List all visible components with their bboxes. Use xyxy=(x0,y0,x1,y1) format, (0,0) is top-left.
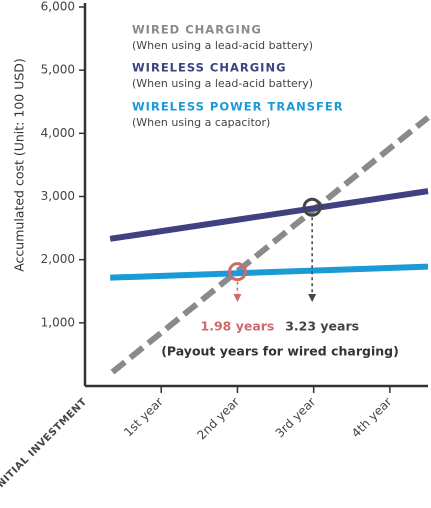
x-tick-label: 2nd year xyxy=(194,395,242,443)
x-tick-label: 4th year xyxy=(349,395,395,441)
y-tick-label: 1,000 xyxy=(41,315,75,329)
series-line xyxy=(110,115,430,375)
legend-description: (When using a capacitor) xyxy=(132,116,270,129)
payout-label: 1.98 years xyxy=(201,319,275,334)
y-axis-label: Accumulated cost (Unit: 100 USD) xyxy=(12,58,27,272)
y-tick-label: 3,000 xyxy=(41,189,75,203)
legend-label: WIRELESS CHARGING xyxy=(132,61,287,75)
y-tick-label: 6,000 xyxy=(41,0,75,14)
payout-label: 3.23 years xyxy=(285,319,359,334)
legend-label: WIRED CHARGING xyxy=(132,23,262,37)
payout-marker xyxy=(302,197,322,217)
arrow-head xyxy=(308,294,317,302)
legend-label: WIRELESS POWER TRANSFER xyxy=(132,100,344,114)
legend-description: (When using a lead-acid battery) xyxy=(132,39,313,52)
series-line xyxy=(109,188,429,242)
note: (Payout years for wired charging) xyxy=(161,344,399,359)
y-tick-label: 4,000 xyxy=(41,126,75,140)
x-tick-label: 3rd year xyxy=(273,395,319,441)
x-tick-label: INITIAL INVESTMENT xyxy=(0,396,89,493)
payout-marker xyxy=(227,262,247,282)
series-line xyxy=(110,263,429,281)
arrow-head xyxy=(233,294,242,302)
y-tick-label: 5,000 xyxy=(41,63,75,77)
y-tick-label: 2,000 xyxy=(41,252,75,266)
x-tick-label: 1st year xyxy=(121,395,166,440)
legend-description: (When using a lead-acid battery) xyxy=(132,77,313,90)
